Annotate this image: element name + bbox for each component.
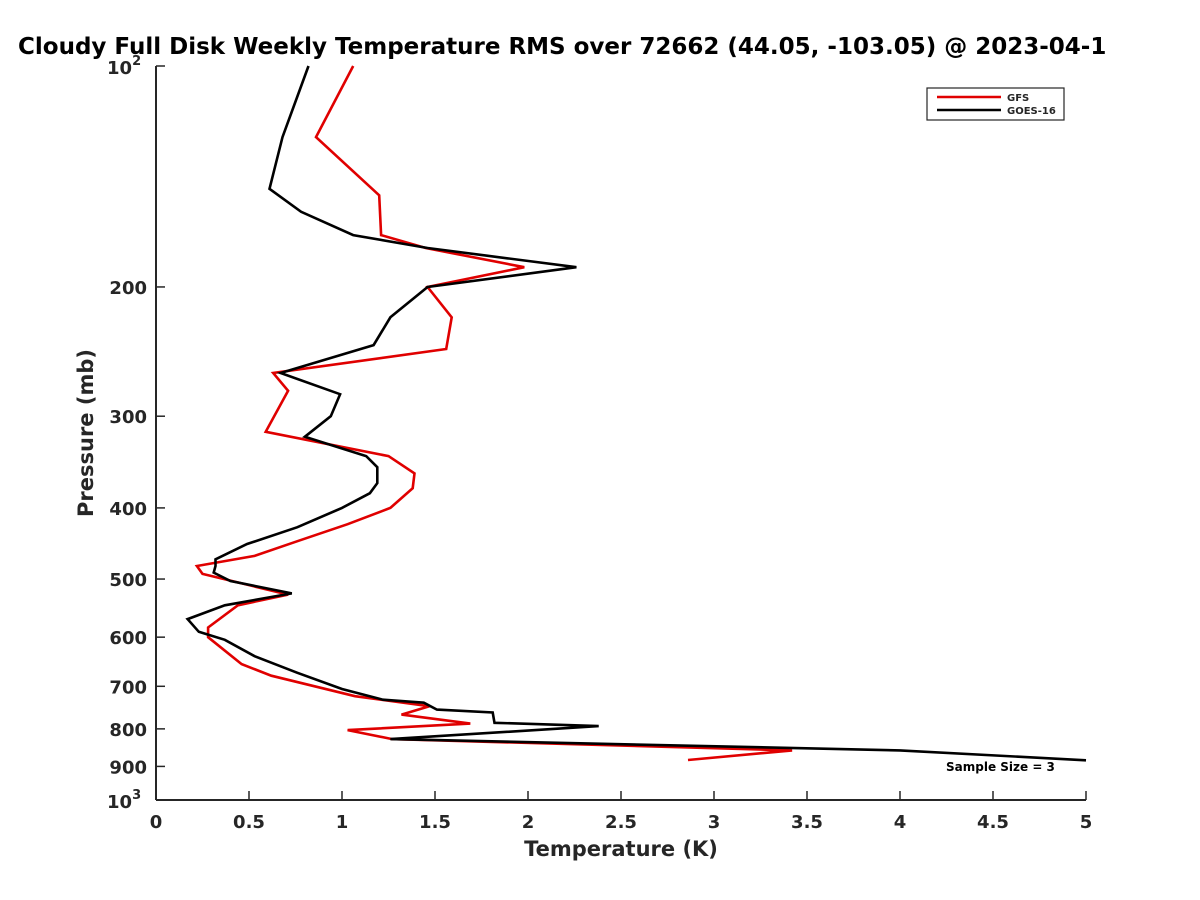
series-line-gfs <box>194 65 793 762</box>
y-tick-exponent: 2 <box>132 54 141 69</box>
y-tick-label: 800 <box>109 720 147 741</box>
y-tick-base: 10 <box>107 792 132 813</box>
chart-title: Cloudy Full Disk Weekly Temperature RMS … <box>18 34 1106 60</box>
x-tick-label: 2.5 <box>605 812 637 833</box>
y-tick-label-power: 103 <box>107 788 141 813</box>
y-tick-label: 900 <box>109 757 147 778</box>
y-tick-label: 500 <box>109 570 147 591</box>
y-tick-label-power: 102 <box>107 54 141 79</box>
x-tick-label: 2 <box>522 812 535 833</box>
x-tick-label: 4 <box>894 812 907 833</box>
x-tick-label: 3 <box>708 812 721 833</box>
y-tick-label: 400 <box>109 499 147 520</box>
y-tick-label: 700 <box>109 677 147 698</box>
legend-label-gfs: GFS <box>1007 93 1029 104</box>
y-tick-exponent: 3 <box>132 788 141 803</box>
x-axis-label: Temperature (K) <box>524 837 718 861</box>
plot-series <box>185 65 1087 762</box>
x-tick-label: 3.5 <box>791 812 823 833</box>
y-tick-base: 10 <box>107 58 132 79</box>
x-tick-label: 1.5 <box>419 812 451 833</box>
y-tick-label: 300 <box>109 407 147 428</box>
x-tick-label: 1 <box>336 812 349 833</box>
x-tick-label: 0 <box>150 812 163 833</box>
legend[interactable]: GFS GOES-16 <box>926 87 1065 121</box>
y-axis-label: Pressure (mb) <box>74 349 98 517</box>
y-tick-label: 600 <box>109 628 147 649</box>
y-tick-label: 200 <box>109 278 147 299</box>
x-ticks: 0 0.5 1 1.5 2 2.5 3 3.5 4 4.5 5 <box>150 791 1093 833</box>
x-tick-label: 0.5 <box>233 812 265 833</box>
x-tick-label: 4.5 <box>977 812 1009 833</box>
sample-size-annotation: Sample Size = 3 <box>946 760 1055 774</box>
legend-box <box>926 87 1065 121</box>
series-line-goes-16 <box>185 65 1087 762</box>
legend-label-goes-16: GOES-16 <box>1007 106 1056 117</box>
x-tick-label: 5 <box>1080 812 1093 833</box>
